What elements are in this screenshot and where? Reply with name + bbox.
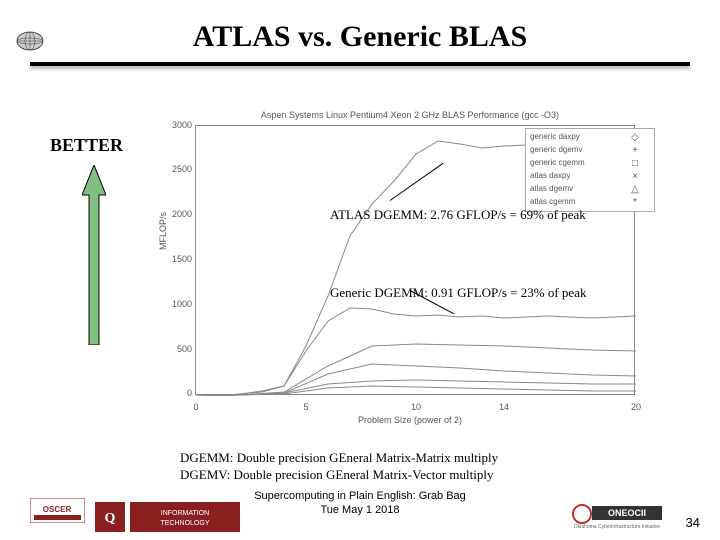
curve-generic-cgemm [196,308,636,396]
ytick: 500 [172,344,192,354]
ytick: 3000 [172,120,192,130]
xtick: 14 [494,402,514,412]
svg-text:TECHNOLOGY: TECHNOLOGY [160,520,209,527]
ou-logo: Q [95,502,125,532]
xtick: 10 [406,402,426,412]
def-dgemv: DGEMV: Double precision GEneral Matrix-V… [180,467,498,484]
x-axis-label: Problem Size (power of 2) [160,415,660,425]
chart-title: Aspen Systems Linux Pentium4 Xeon 2 GHz … [160,110,660,120]
chart-legend: generic daxpy◇ generic dgemv+ generic cg… [525,128,655,212]
page-number: 34 [686,515,700,530]
y-axis-label: MFLOP/s [158,212,168,250]
oscer-logo: OSCER [30,498,85,528]
curve-atlas-dgemv [196,344,636,396]
ytick: 2000 [172,209,192,219]
performance-chart: Aspen Systems Linux Pentium4 Xeon 2 GHz … [160,110,660,430]
ytick: 1000 [172,299,192,309]
xtick: 0 [186,402,206,412]
title-underline [30,62,690,66]
svg-text:INFORMATION: INFORMATION [161,510,209,517]
svg-text:ONEOCII: ONEOCII [608,508,646,518]
svg-text:Oklahoma Cyberinfrastructure I: Oklahoma Cyberinfrastructure Initiative [574,524,661,530]
ytick: 0 [172,388,192,398]
better-label: BETTER [50,135,123,156]
curve-atlas-daxpy [196,380,636,396]
footer-definitions: DGEMM: Double precision GEneral Matrix-M… [180,450,498,484]
ytick: 1500 [172,254,192,264]
onecii-logo: ONEOCII Oklahoma Cyberinfrastructure Ini… [570,502,665,532]
ytick: 2500 [172,164,192,174]
def-dgemm: DGEMM: Double precision GEneral Matrix-M… [180,450,498,467]
it-logo: INFORMATION TECHNOLOGY [130,502,240,532]
xtick: 20 [626,402,646,412]
slide-title: ATLAS vs. Generic BLAS [0,20,720,54]
annotation-atlas: ATLAS DGEMM: 2.76 GFLOP/s = 69% of peak [330,207,586,223]
better-arrow [82,165,106,345]
svg-text:Q: Q [105,511,116,526]
annotation-generic: Generic DGEMM: 0.91 GFLOP/s = 23% of pea… [330,285,586,301]
xtick: 5 [296,402,316,412]
svg-text:OSCER: OSCER [43,505,72,514]
